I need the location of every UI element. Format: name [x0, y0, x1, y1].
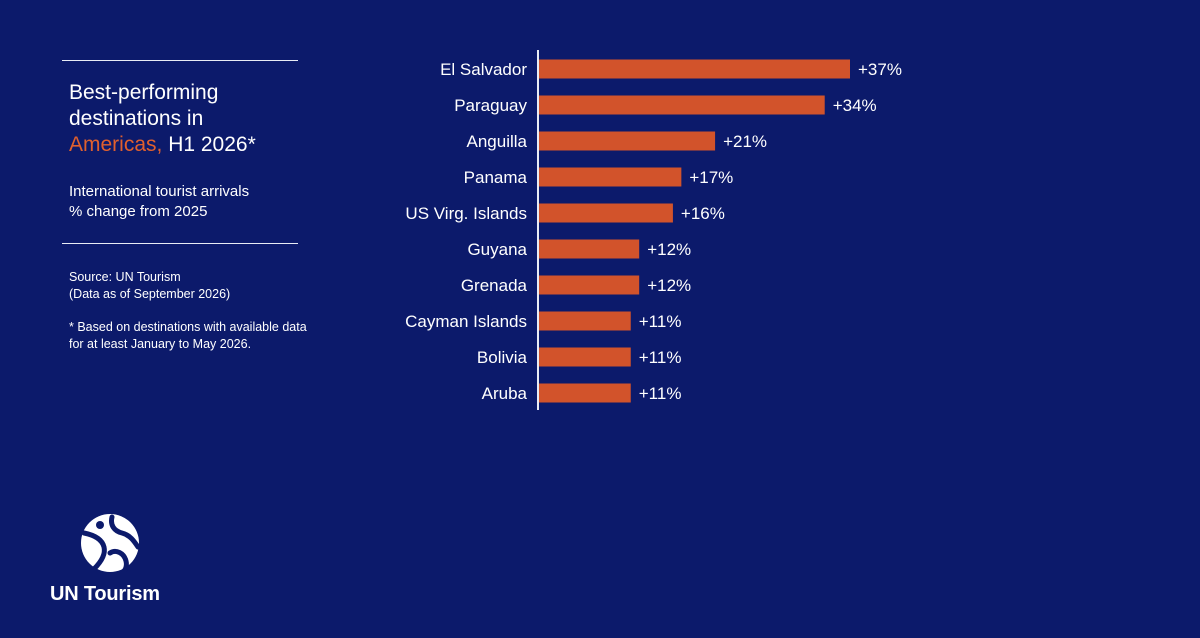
value-label: +11% — [639, 348, 682, 367]
subtitle-line-2: % change from 2025 — [69, 203, 208, 220]
globe-logo-icon — [81, 514, 140, 573]
footnote: * Based on destinations with available d… — [69, 319, 339, 353]
title-line-2: destinations in — [69, 107, 204, 130]
title-region: Americas, — [69, 133, 163, 156]
bar — [538, 95, 825, 115]
bar — [538, 347, 631, 367]
value-label: +34% — [833, 96, 877, 115]
category-label: Anguilla — [467, 132, 528, 151]
bar — [538, 203, 673, 223]
value-label: +16% — [681, 204, 725, 223]
value-label: +11% — [639, 384, 682, 403]
value-label: +12% — [647, 276, 691, 295]
category-label: Paraguay — [454, 96, 527, 115]
logo-wordmark: UN Tourism — [50, 583, 160, 605]
bar — [538, 131, 716, 151]
subtitle-line-1: International tourist arrivals — [69, 183, 250, 200]
category-label: Grenada — [461, 276, 528, 295]
chart-subtitle: International tourist arrivals % change … — [69, 182, 299, 222]
category-label: Cayman Islands — [405, 312, 527, 331]
value-label: +11% — [639, 312, 682, 331]
value-label: +12% — [647, 240, 691, 259]
category-label: Panama — [464, 168, 528, 187]
title-line-1: Best-performing — [69, 81, 219, 104]
bottom-divider — [62, 243, 298, 244]
page-title: Best-performing destinations in Americas… — [69, 80, 299, 158]
category-label: US Virg. Islands — [405, 204, 527, 223]
category-label: Aruba — [482, 384, 528, 403]
bar — [538, 239, 640, 259]
un-tourism-logo: UN Tourism — [50, 513, 180, 606]
value-label: +37% — [858, 60, 902, 79]
category-label: Guyana — [467, 240, 527, 259]
bar — [538, 167, 682, 187]
bar — [538, 311, 631, 331]
top-divider — [62, 60, 298, 61]
footnote-line-1: * Based on destinations with available d… — [69, 320, 307, 334]
category-label: El Salvador — [440, 60, 527, 79]
bar — [538, 383, 631, 403]
title-line-3: Americas, H1 2026* — [69, 132, 299, 158]
bar — [538, 275, 640, 295]
source-note: Source: UN Tourism (Data as of September… — [69, 269, 339, 303]
value-label: +21% — [723, 132, 767, 151]
title-period: H1 2026* — [162, 133, 256, 156]
bar — [538, 59, 850, 79]
footnote-line-2: for at least January to May 2026. — [69, 337, 252, 351]
source-line-1: Source: UN Tourism — [69, 270, 181, 284]
value-label: +17% — [689, 168, 733, 187]
category-label: Bolivia — [477, 348, 528, 367]
source-line-2: (Data as of September 2026) — [69, 287, 231, 301]
